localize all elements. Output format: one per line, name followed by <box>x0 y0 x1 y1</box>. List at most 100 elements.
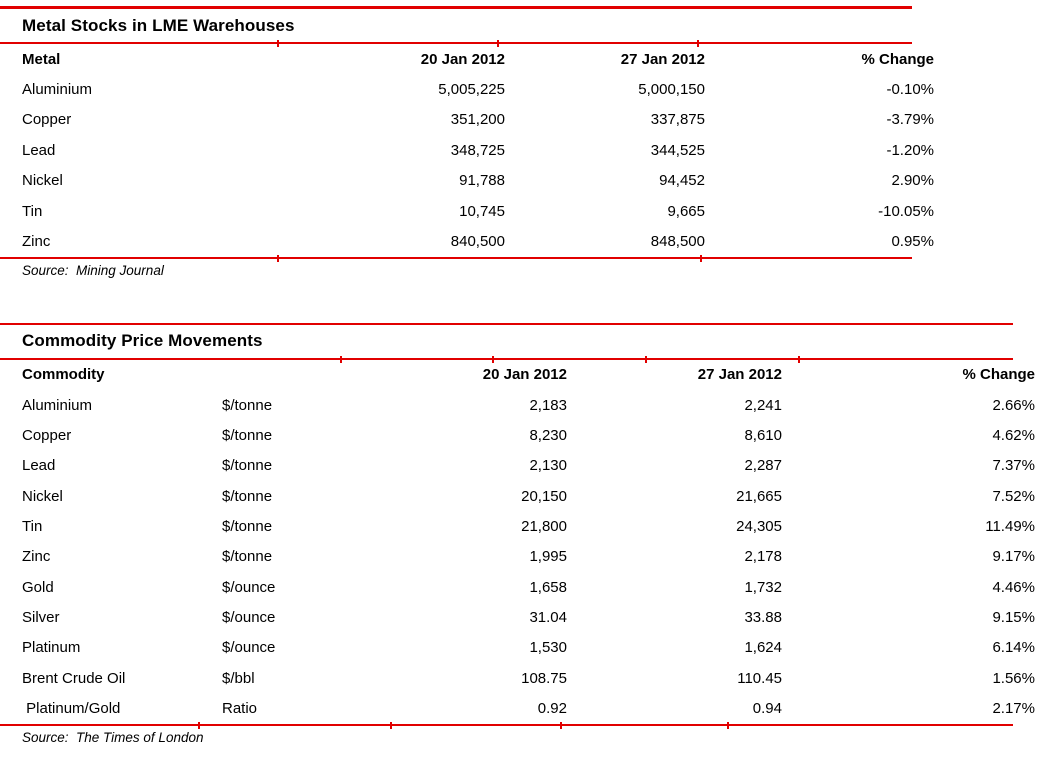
cell: 8,230 <box>529 427 567 445</box>
cell: $/tonne <box>222 548 273 566</box>
header-row: Commodity 20 Jan 2012 27 Jan 2012 % Chan… <box>0 360 1043 390</box>
table-row: Tin 10,745 9,665 -10.05% <box>0 196 946 226</box>
cell: 5,000,150 <box>638 81 705 99</box>
cell: Nickel <box>22 172 63 190</box>
cell: $/ounce <box>222 609 276 627</box>
table-row: Brent Crude Oil $/bbl 108.75 110.45 1.56% <box>0 663 1043 693</box>
cell: 24,305 <box>736 518 782 536</box>
cell: Gold <box>22 578 54 596</box>
cell: -1.20% <box>886 141 934 159</box>
border-tick <box>798 355 800 363</box>
border-tick <box>340 355 342 363</box>
table-row: Gold $/ounce 1,658 1,732 4.46% <box>0 572 1043 602</box>
cell: $/tonne <box>222 396 273 414</box>
cell: $/tonne <box>222 457 273 475</box>
commodity-prices-section: Commodity Price Movements Commodity 20 J… <box>0 322 1035 750</box>
table-row: Silver $/ounce 31.04 33.88 9.15% <box>0 602 1043 632</box>
cell: 21,665 <box>736 487 782 505</box>
cell: 6.14% <box>992 639 1035 657</box>
border-tick <box>492 355 494 363</box>
table-row: Aluminium 5,005,225 5,000,150 -0.10% <box>0 74 946 104</box>
border-tick <box>727 721 729 729</box>
cell: 348,725 <box>450 141 505 159</box>
border-tick <box>277 254 279 262</box>
column-header-date-2: 27 Jan 2012 <box>620 50 705 68</box>
cell: $/bbl <box>222 669 255 687</box>
cell: 2,183 <box>529 396 567 414</box>
cell: 0.95% <box>891 233 934 251</box>
cell: 1,658 <box>529 578 567 596</box>
metal-stocks-section: Metal Stocks in LME Warehouses Metal 20 … <box>0 6 934 283</box>
table-row: Platinum $/ounce 1,530 1,624 6.14% <box>0 633 1043 663</box>
cell: Lead <box>22 141 56 159</box>
table-row: Zinc $/tonne 1,995 2,178 9.17% <box>0 542 1043 572</box>
cell: -0.10% <box>886 81 934 99</box>
cell: 840,500 <box>450 233 505 251</box>
cell: Lead <box>22 457 56 475</box>
cell: 9.15% <box>992 609 1035 627</box>
cell: 9,665 <box>667 202 705 220</box>
cell: Tin <box>22 518 43 536</box>
cell: 2,241 <box>744 396 782 414</box>
cell: 7.37% <box>992 457 1035 475</box>
cell: 2,178 <box>744 548 782 566</box>
cell: 31.04 <box>529 609 567 627</box>
table-row: Copper $/tonne 8,230 8,610 4.62% <box>0 420 1043 450</box>
cell: 0.92 <box>537 700 567 717</box>
divider-line <box>0 40 912 47</box>
border-tick <box>497 40 499 47</box>
cell: 1,530 <box>529 639 567 657</box>
cell: 2,287 <box>744 457 782 475</box>
cell: 344,525 <box>650 141 705 159</box>
cell: 1,624 <box>744 639 782 657</box>
cell: 1,732 <box>744 578 782 596</box>
cell: $/ounce <box>222 578 276 596</box>
border-tick <box>277 40 279 47</box>
cell: -10.05% <box>878 202 934 220</box>
cell: Ratio <box>222 700 258 717</box>
cell: 94,452 <box>659 172 705 190</box>
cell: -3.79% <box>886 111 934 129</box>
report-page: Metal Stocks in LME Warehouses Metal 20 … <box>0 6 1035 750</box>
border-tick <box>697 40 699 47</box>
column-header-change: % Change <box>861 50 934 68</box>
table-title-commodity-prices: Commodity Price Movements <box>22 331 263 351</box>
table-row: Platinum/Gold Ratio 0.92 0.94 2.17% <box>0 693 1043 723</box>
cell: 20,150 <box>521 487 567 505</box>
cell: Nickel <box>22 487 63 505</box>
source-note-mining-journal: Source: Mining Journal <box>22 263 164 279</box>
divider-line <box>0 322 1013 325</box>
column-header-commodity: Commodity <box>22 366 105 384</box>
cell: $/ounce <box>222 639 276 657</box>
cell: 108.75 <box>521 669 567 687</box>
divider-line <box>0 6 912 9</box>
cell: Copper <box>22 427 72 445</box>
cell: 2.90% <box>891 172 934 190</box>
cell: Platinum/Gold <box>22 700 121 717</box>
cell: Zinc <box>22 548 51 566</box>
cell: 1.56% <box>992 669 1035 687</box>
divider-line <box>0 254 912 262</box>
cell: 110.45 <box>737 669 782 687</box>
divider-line <box>0 721 1013 729</box>
cell: 91,788 <box>459 172 505 190</box>
cell: 848,500 <box>650 233 705 251</box>
column-header-date-1: 20 Jan 2012 <box>420 50 505 68</box>
cell: Copper <box>22 111 72 129</box>
cell: Tin <box>22 202 43 220</box>
border-tick <box>700 254 702 262</box>
cell: 9.17% <box>992 548 1035 566</box>
cell: Aluminium <box>22 81 93 99</box>
divider-line <box>0 355 1013 363</box>
cell: 10,745 <box>459 202 505 220</box>
cell: 7.52% <box>992 487 1035 505</box>
column-header-metal: Metal <box>22 50 61 68</box>
cell: 2.17% <box>992 700 1035 717</box>
border-tick <box>560 721 562 729</box>
metal-stocks-table: Metal 20 Jan 2012 27 Jan 2012 % Change A… <box>0 44 946 257</box>
cell: 4.46% <box>992 578 1035 596</box>
cell: 5,005,225 <box>438 81 505 99</box>
cell: $/tonne <box>222 518 273 536</box>
cell: Platinum <box>22 639 81 657</box>
column-header-date-2: 27 Jan 2012 <box>697 366 782 384</box>
